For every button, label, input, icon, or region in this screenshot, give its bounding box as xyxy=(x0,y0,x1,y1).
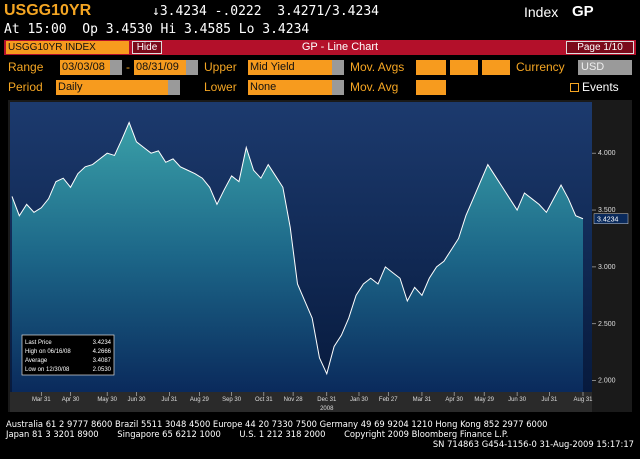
upper-label: Upper xyxy=(204,60,237,74)
stats-label: Low on 12/30/08 xyxy=(25,367,70,373)
stats-box xyxy=(21,334,115,376)
footer-line: Japan 81 3 3201 8900 Singapore 65 6212 1… xyxy=(6,429,509,439)
x-tick-label: Nov 28 xyxy=(284,397,304,403)
x-tick-label: Sep 30 xyxy=(222,397,242,403)
ticker: USGG10YR xyxy=(4,2,92,19)
footer-line: SN 714863 G454-1156-0 31-Aug-2009 15:17:… xyxy=(432,439,634,449)
stats-value: 3.4234 xyxy=(93,340,112,346)
toolbar-title: GP - Line Chart xyxy=(301,41,379,53)
range-separator: - xyxy=(126,60,130,74)
x-tick-label: May 29 xyxy=(474,397,494,403)
mov-avg-field[interactable] xyxy=(482,60,510,75)
quote-details: At 15:00 Op 3.4530 Hi 3.4585 Lo 3.4234 xyxy=(4,22,310,37)
page-indicator[interactable]: Page 1/10 xyxy=(566,41,634,54)
x-tick-label: Jun 30 xyxy=(127,397,146,403)
toolbar xyxy=(4,40,636,55)
period-label: Period xyxy=(8,80,43,94)
stats-value: 4.2666 xyxy=(93,349,112,355)
stats-value: 2.0530 xyxy=(93,367,112,373)
stats-label: Last Price xyxy=(25,340,52,346)
chart: Mar 31 Apr 30 May 30 Jun 30 Jul 31 Aug 29 Sep … xyxy=(8,100,632,412)
x-tick-label: Oct 31 xyxy=(255,397,273,403)
quote: ↓3.4234 -.0222 3.4271/3.4234 xyxy=(152,4,379,19)
y-tick-label: 4.000 xyxy=(598,150,616,157)
x-axis-strip xyxy=(10,392,592,412)
y-tick-label: 2.000 xyxy=(598,378,616,385)
x-tick-label: Jul 31 xyxy=(541,397,558,403)
y-tick-label: 3.500 xyxy=(598,207,616,214)
mov-avg-label: Mov. Avg xyxy=(350,80,399,94)
x-tick-label: Dec 31 xyxy=(317,397,337,403)
x-tick-label: Feb 27 xyxy=(379,397,398,403)
mov-avg-field[interactable] xyxy=(450,60,478,75)
x-tick-label: Mar 31 xyxy=(32,397,51,403)
stats-label: High on 06/16/08 xyxy=(25,349,71,355)
last-price-label: 3.4234 xyxy=(597,216,619,223)
period-field[interactable]: Daily xyxy=(56,80,180,95)
lower-label: Lower xyxy=(204,80,237,94)
function-code: GP xyxy=(572,3,594,20)
x-tick-label: May 30 xyxy=(97,397,117,403)
x-tick-label: Aug 29 xyxy=(190,397,210,403)
mov-avg-field[interactable] xyxy=(416,80,446,95)
x-tick-label: Jul 31 xyxy=(161,397,178,403)
range-to[interactable]: 08/31/09 xyxy=(134,60,198,75)
stats-value: 3.4087 xyxy=(93,358,112,364)
y-tick-label: 3.000 xyxy=(598,264,616,271)
mov-avgs-label: Mov. Avgs xyxy=(350,60,405,74)
last-price-box xyxy=(593,213,629,225)
area xyxy=(12,122,583,392)
line xyxy=(11,121,584,376)
index-label: Index xyxy=(524,4,559,20)
lower-field[interactable]: None xyxy=(248,80,344,95)
x-tick-label: Jan 30 xyxy=(350,397,369,403)
currency-label: Currency xyxy=(516,60,565,74)
x-tick-label: Mar 31 xyxy=(413,397,432,403)
currency-field[interactable]: USD xyxy=(578,60,632,75)
year-label: 2008 xyxy=(320,406,334,412)
security-field[interactable]: USGG10YR INDEX xyxy=(6,41,129,54)
x-tick-label: Jun 30 xyxy=(508,397,527,403)
range-from[interactable]: 03/03/08 xyxy=(60,60,122,75)
upper-field[interactable]: Mid Yield xyxy=(248,60,344,75)
x-tick-label: Aug 31 xyxy=(573,397,593,403)
x-tick-label: Apr 30 xyxy=(445,397,463,403)
footer-line: Australia 61 2 9777 8600 Brazil 5511 304… xyxy=(6,419,548,429)
events-checkbox[interactable] xyxy=(570,83,579,92)
hide-button[interactable]: Hide xyxy=(132,41,162,54)
mov-avg-field[interactable] xyxy=(416,60,446,75)
range-label: Range xyxy=(8,60,44,74)
stats-label: Average xyxy=(25,358,48,364)
events-label[interactable]: Events xyxy=(582,80,619,94)
y-tick-label: 2.500 xyxy=(598,321,616,328)
x-tick-label: Apr 30 xyxy=(62,397,80,403)
